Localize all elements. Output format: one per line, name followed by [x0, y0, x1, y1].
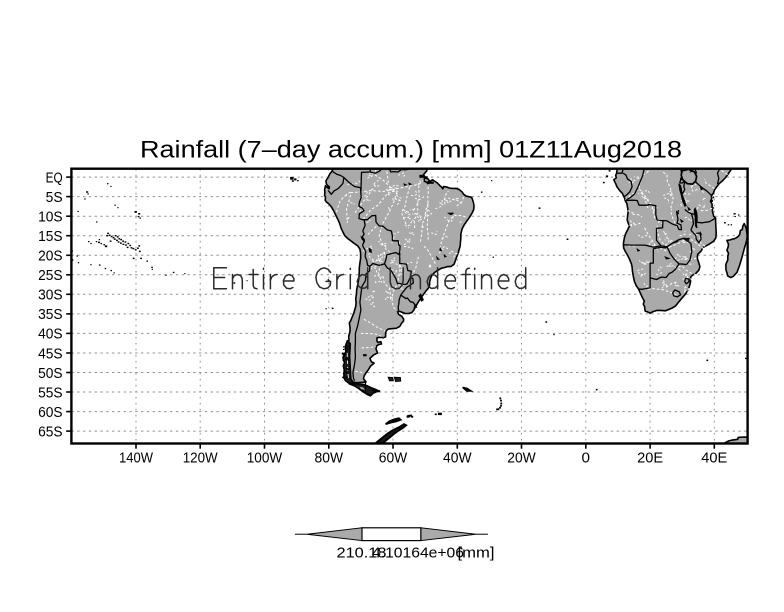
svg-text:210.18: 210.18 [337, 545, 387, 562]
svg-text:20E: 20E [637, 451, 663, 467]
svg-text:EQ: EQ [46, 170, 63, 186]
svg-text:35S: 35S [38, 307, 63, 323]
svg-text:4.10164e+06: 4.10164e+06 [372, 545, 464, 562]
svg-text:40S: 40S [38, 327, 63, 343]
svg-text:45S: 45S [38, 346, 63, 362]
svg-text:15S: 15S [38, 229, 63, 245]
svg-text:60S: 60S [38, 405, 63, 421]
svg-text:50S: 50S [38, 366, 63, 382]
svg-text:0: 0 [582, 451, 591, 467]
svg-text:5S: 5S [46, 190, 63, 206]
svg-text:100W: 100W [247, 451, 283, 467]
svg-text:120W: 120W [183, 451, 218, 467]
svg-text:30S: 30S [38, 288, 63, 304]
svg-text:65S: 65S [38, 424, 63, 440]
svg-text:40W: 40W [443, 451, 472, 467]
svg-text:80W: 80W [315, 451, 344, 467]
svg-text:10S: 10S [38, 210, 63, 226]
svg-text:140W: 140W [119, 451, 153, 467]
svg-text:20S: 20S [38, 249, 63, 265]
svg-text:20W: 20W [507, 451, 536, 467]
svg-text:Rainfall (7–day accum.) [mm] 0: Rainfall (7–day accum.) [mm] 01Z11Aug201… [140, 137, 682, 164]
svg-text:25S: 25S [38, 268, 63, 284]
svg-text:40E: 40E [701, 451, 727, 467]
svg-text:55S: 55S [38, 385, 63, 401]
svg-text:[mm]: [mm] [458, 545, 495, 562]
svg-text:60W: 60W [379, 451, 408, 467]
